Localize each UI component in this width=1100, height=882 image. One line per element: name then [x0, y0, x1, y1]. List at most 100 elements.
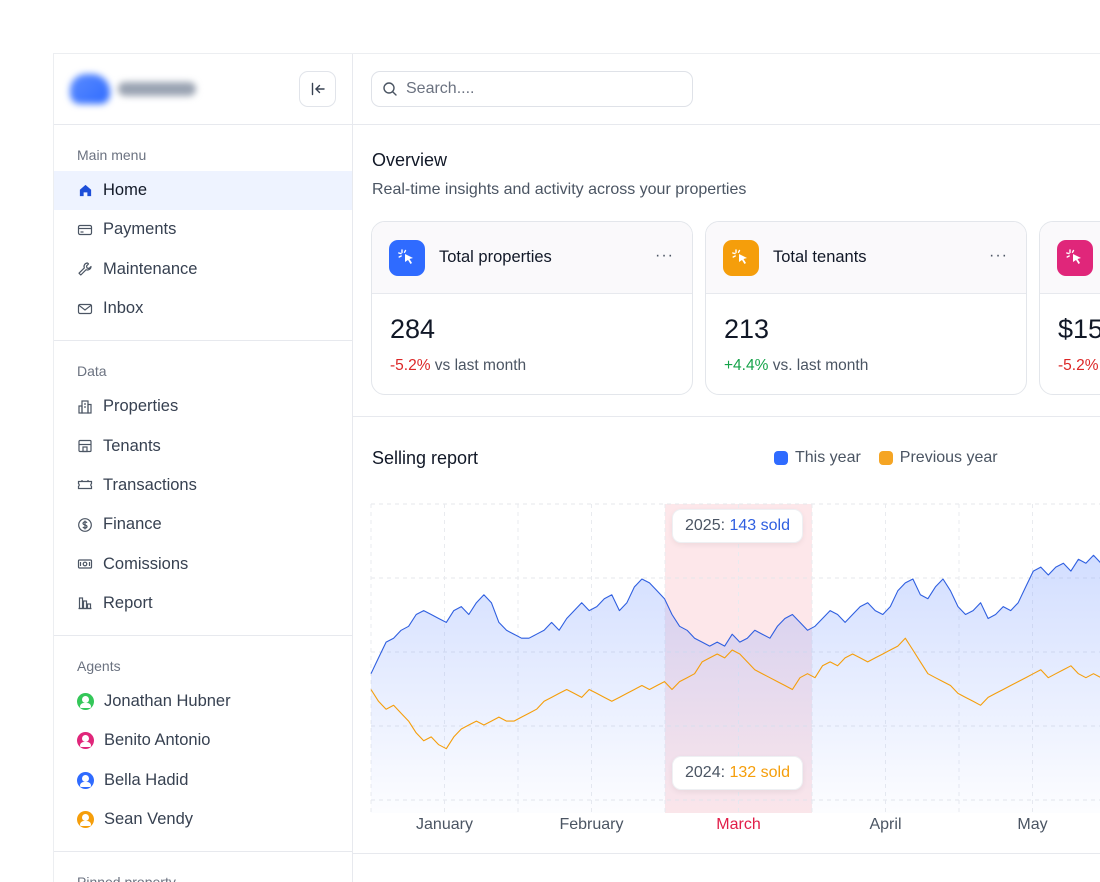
delta-value: +4.4% — [724, 357, 769, 374]
building-icon — [77, 399, 93, 415]
legend-swatch — [878, 451, 893, 465]
pointer-click-icon — [732, 248, 747, 264]
sidebar-item-properties[interactable]: Properties — [54, 387, 352, 426]
x-tick-label: January — [416, 816, 473, 833]
sidebar: Main menu Home Payments Maintenance — [54, 54, 353, 882]
tooltip-value: 143 sold — [729, 517, 791, 534]
avatar — [77, 771, 94, 789]
legend-label: This year — [795, 449, 861, 466]
search-box[interactable] — [371, 71, 693, 107]
overview-section: Overview Real-time insights and activity… — [353, 125, 1100, 417]
sidebar-item-label: Home — [103, 181, 148, 200]
app-window: Main menu Home Payments Maintenance — [53, 53, 1100, 882]
pointer-click-icon — [398, 248, 413, 264]
overview-subtitle: Real-time insights and activity across y… — [372, 181, 747, 198]
agent-item-benito-antonio[interactable]: Benito Antonio — [54, 721, 352, 760]
legend-swatch — [774, 451, 788, 465]
agent-name: Sean Vendy — [104, 810, 193, 828]
card-title: Total properties — [439, 248, 552, 266]
main-content: Overview Real-time insights and activity… — [353, 54, 1100, 882]
sidebar-item-maintenance[interactable]: Maintenance — [54, 250, 352, 289]
bar-chart-icon — [77, 595, 93, 611]
avatar — [77, 693, 94, 711]
sidebar-item-report[interactable]: Report — [54, 584, 352, 623]
agent-item-bella-hadid[interactable]: Bella Hadid — [54, 761, 352, 800]
sidebar-item-transactions[interactable]: Transactions — [54, 466, 352, 505]
stat-card-revenue[interactable]: $15 -5.2% — [1039, 221, 1100, 395]
legend-item-this-year[interactable]: This year — [774, 449, 861, 467]
ticket-icon — [77, 477, 93, 493]
more-options-button[interactable]: ··· — [655, 247, 674, 264]
card-header: Total properties ··· — [372, 222, 692, 294]
series-line-previous-year — [370, 637, 1100, 750]
chart-legend: This year Previous year — [774, 449, 1016, 467]
sidebar-header — [54, 54, 352, 125]
mail-icon — [77, 301, 93, 317]
sidebar-item-label: Maintenance — [103, 259, 198, 278]
card-delta: +4.4% vs. last month — [724, 357, 868, 375]
x-tick-label: April — [869, 816, 901, 833]
main-menu-section: Main menu Home Payments Maintenance — [54, 125, 352, 342]
delta-value: -5.2% — [1058, 357, 1099, 374]
delta-value: -5.2% — [390, 357, 431, 374]
sidebar-item-label: Inbox — [103, 299, 144, 318]
tooltip-previous-year: 2024: 132 sold — [672, 756, 803, 790]
sidebar-item-label: Finance — [103, 515, 162, 534]
avatar — [77, 732, 94, 750]
sidebar-item-comissions[interactable]: Comissions — [54, 544, 352, 583]
sidebar-item-label: Report — [103, 593, 153, 612]
search-icon — [383, 82, 397, 96]
sidebar-item-inbox[interactable]: Inbox — [54, 289, 352, 328]
stat-card-total-properties[interactable]: Total properties ··· 284 -5.2% vs last m… — [371, 221, 693, 395]
sidebar-item-label: Comissions — [103, 554, 189, 573]
card-value: $15 — [1058, 314, 1100, 344]
card-delta: -5.2% vs last month — [390, 357, 526, 375]
cash-icon — [77, 556, 93, 572]
data-section: Data Properties Tenants Transactions — [54, 341, 352, 636]
section-label: Main menu — [77, 147, 147, 163]
top-bar — [353, 54, 1100, 125]
brand-logo[interactable] — [70, 74, 200, 104]
logo-mark-icon — [70, 74, 110, 104]
sidebar-item-label: Tenants — [103, 436, 161, 455]
agent-name: Jonathan Hubner — [104, 692, 231, 711]
collapse-left-icon — [311, 82, 325, 96]
overview-title: Overview — [372, 150, 448, 170]
section-label: Data — [77, 363, 107, 380]
agent-name: Benito Antonio — [104, 731, 211, 750]
tooltip-this-year: 2025: 143 sold — [672, 509, 803, 543]
agents-section: Agents Jonathan Hubner Benito Antonio Be… — [54, 636, 352, 853]
search-input[interactable] — [406, 80, 686, 98]
home-icon — [77, 183, 93, 199]
avatar — [77, 811, 94, 828]
collapse-sidebar-button[interactable] — [299, 71, 336, 107]
selling-report-chart[interactable]: January February March April May — [353, 417, 1100, 854]
card-icon — [77, 222, 93, 238]
card-title: Total tenants — [773, 248, 867, 266]
dollar-icon — [77, 517, 93, 533]
pinned-property-label: Pinned property — [54, 852, 352, 882]
agent-name: Bella Hadid — [104, 770, 189, 789]
agent-item-jonathan-hubner[interactable]: Jonathan Hubner — [54, 682, 352, 721]
tooltip-prefix: 2024: — [685, 764, 726, 781]
legend-label: Previous year — [899, 449, 998, 466]
legend-item-previous-year[interactable]: Previous year — [878, 449, 998, 467]
report-title: Selling report — [372, 448, 479, 468]
tooltip-value: 132 sold — [729, 764, 791, 781]
selling-report-section: Selling report This year Previous year J… — [353, 417, 1100, 854]
delta-text: vs. last month — [768, 357, 869, 374]
sidebar-item-label: Transactions — [103, 475, 197, 494]
series-area-this-year — [371, 555, 1100, 813]
x-tick-label: May — [1017, 816, 1047, 833]
card-icon-badge — [389, 239, 425, 276]
agent-item-sean-vendy[interactable]: Sean Vendy — [54, 800, 352, 839]
sidebar-item-tenants[interactable]: Tenants — [54, 426, 352, 465]
more-options-button[interactable]: ··· — [989, 247, 1008, 264]
card-value: 213 — [724, 314, 770, 344]
sidebar-item-payments[interactable]: Payments — [54, 210, 352, 249]
stat-card-total-tenants[interactable]: Total tenants ··· 213 +4.4% vs. last mon… — [705, 221, 1027, 395]
sidebar-item-home[interactable]: Home — [54, 171, 352, 211]
sidebar-item-finance[interactable]: Finance — [54, 505, 352, 544]
sidebar-item-label: Properties — [103, 397, 179, 416]
x-tick-label: February — [559, 816, 623, 833]
